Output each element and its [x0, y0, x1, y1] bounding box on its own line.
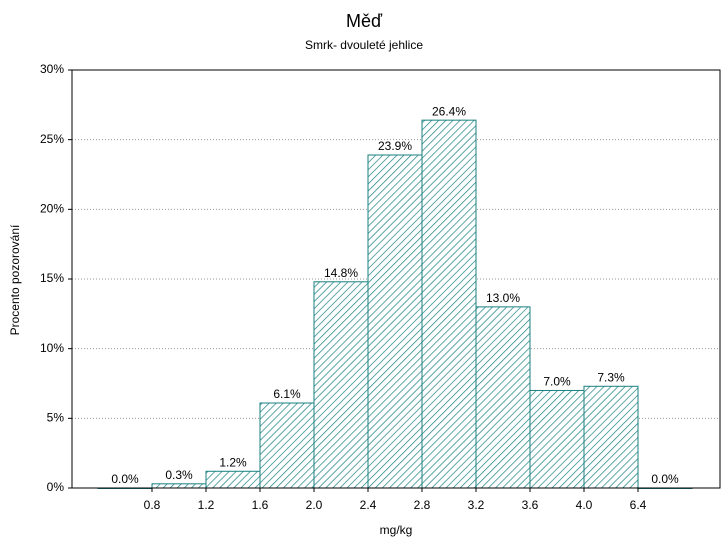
value-label: 0.0% — [111, 472, 139, 486]
y-axis-label: Procento pozorování — [8, 224, 22, 335]
bar — [205, 470, 261, 489]
bar — [475, 306, 531, 489]
value-label: 7.0% — [543, 375, 571, 389]
y-tick-label: 15% — [40, 271, 64, 285]
bar — [421, 119, 477, 489]
bar — [367, 154, 423, 489]
y-tick-label: 10% — [40, 341, 64, 355]
x-tick-label: 1.2 — [198, 498, 215, 512]
x-tick-label: 3.2 — [468, 498, 485, 512]
value-label: 26.4% — [432, 104, 466, 118]
value-label: 7.3% — [597, 370, 625, 384]
x-tick-label: 4.0 — [576, 498, 593, 512]
y-tick-label: 20% — [40, 202, 64, 216]
x-tick-label: 0.8 — [144, 498, 161, 512]
bar — [583, 385, 639, 489]
chart-subtitle: Smrk- dvouleté jehlice — [305, 38, 423, 52]
y-tick-label: 30% — [40, 62, 64, 76]
bar — [259, 402, 315, 489]
bar — [313, 281, 369, 489]
x-tick-label: 2.8 — [414, 498, 431, 512]
value-label: 13.0% — [486, 291, 520, 305]
value-label: 1.2% — [219, 455, 247, 469]
value-label: 14.8% — [324, 266, 358, 280]
x-axis-label: mg/kg — [380, 523, 413, 537]
y-tick-label: 25% — [40, 132, 64, 146]
y-tick-label: 0% — [47, 480, 65, 494]
x-tick-label: 3.6 — [522, 498, 539, 512]
value-label: 23.9% — [378, 139, 412, 153]
x-tick-label: 2.4 — [360, 498, 377, 512]
value-label: 0.0% — [651, 472, 679, 486]
x-tick-label: 2.0 — [306, 498, 323, 512]
plot-frame — [71, 69, 721, 489]
y-tick-label: 5% — [47, 411, 65, 425]
value-label: 0.3% — [165, 468, 193, 482]
x-tick-label: 6.4 — [630, 498, 647, 512]
bar — [529, 389, 585, 489]
chart-title: Měď — [346, 11, 383, 31]
value-label: 6.1% — [273, 387, 301, 401]
x-tick-label: 1.6 — [252, 498, 269, 512]
bar — [151, 483, 207, 489]
